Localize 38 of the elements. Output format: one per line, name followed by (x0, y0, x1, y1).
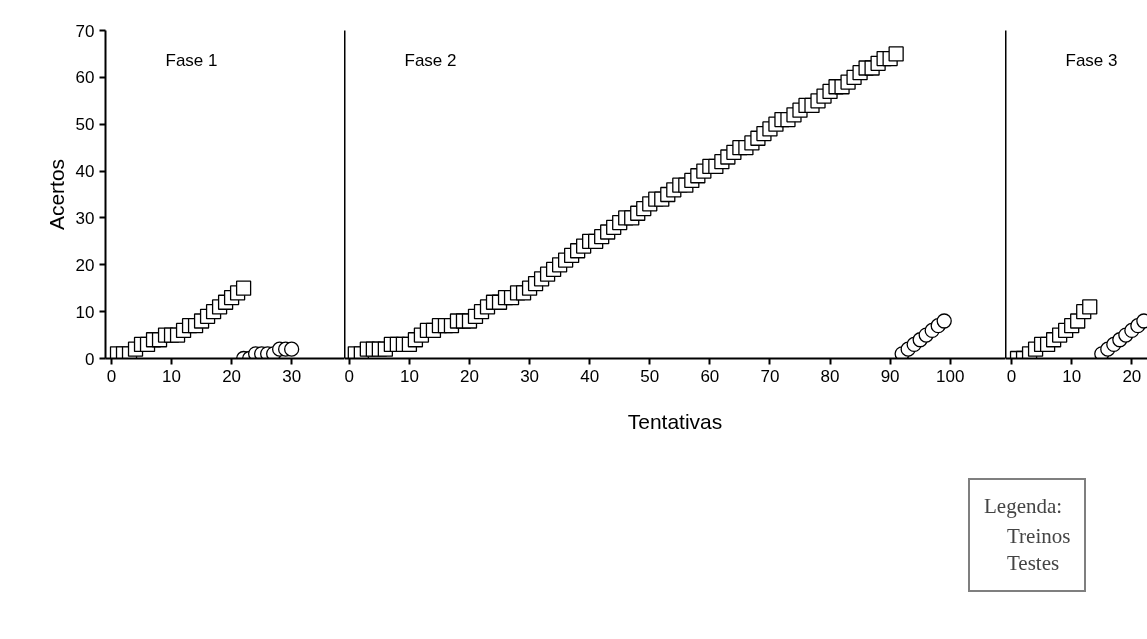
x-tick-label: 10 (399, 366, 419, 386)
x-tick-label: 20 (460, 366, 479, 386)
point (235, 280, 252, 296)
x-tick-label: 100 (936, 366, 965, 386)
x-tick-label: 50 (640, 366, 660, 386)
text: Treinos (1007, 524, 1071, 549)
x-tick-label: 0 (344, 366, 355, 386)
x-tick-label: 0 (106, 366, 117, 386)
x-tick-label: 30 (520, 366, 540, 386)
x-tick-label: 70 (760, 366, 780, 386)
y-tick-label: 70 (75, 21, 95, 41)
x-tick-label: 30 (282, 366, 302, 386)
text: Fase 1 (165, 51, 218, 70)
y-tick-label: 50 (75, 115, 95, 135)
y-axis-title: Acertos (44, 158, 68, 231)
x-tick-label: 20 (1122, 366, 1142, 386)
text: Testes (1007, 551, 1060, 576)
x-tick-label: 40 (580, 366, 600, 386)
y-tick-label: 0 (85, 349, 95, 369)
y-tick-label: 20 (75, 255, 95, 275)
x-tick-label: 10 (1062, 366, 1082, 386)
point (1082, 299, 1098, 315)
y-tick-label: 40 (75, 162, 95, 182)
text: Fase 2 (404, 51, 457, 70)
x-tick-label: 10 (162, 366, 182, 386)
legend-title: Legenda: (984, 494, 1064, 519)
point (284, 341, 300, 357)
y-tick-label: 30 (75, 208, 95, 228)
point (936, 313, 952, 329)
x-tick-label: 60 (700, 366, 720, 386)
x-tick-label: 20 (222, 366, 242, 386)
text: Fase 3 (1065, 51, 1118, 70)
x-tick-label: 90 (880, 366, 900, 386)
y-tick-label: 10 (75, 302, 95, 322)
x-tick-label: 80 (820, 366, 840, 386)
y-tick-label: 60 (75, 68, 95, 88)
x-tick-label: 0 (1006, 366, 1017, 386)
x-axis-title: Tentativas (627, 409, 723, 433)
